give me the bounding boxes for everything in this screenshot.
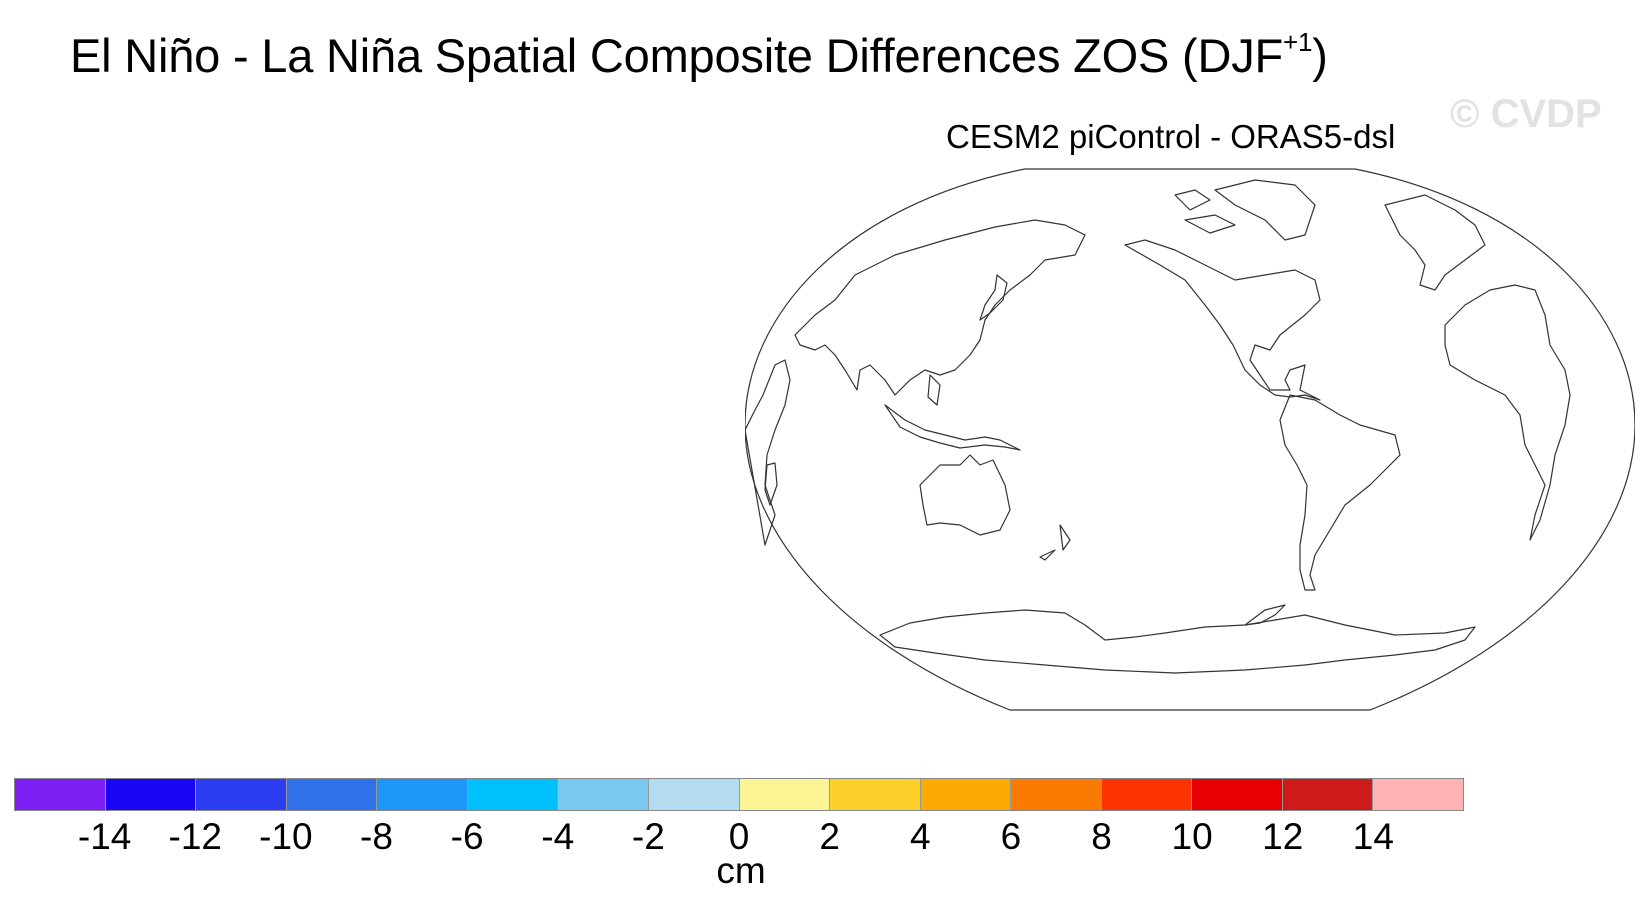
coast-asia bbox=[794, 219, 1086, 396]
colorbar-swatch bbox=[1282, 779, 1374, 810]
coast-japan bbox=[979, 274, 1008, 321]
colorbar-tick-label: -8 bbox=[360, 816, 393, 857]
cvdp-watermark: © CVDP bbox=[1450, 92, 1602, 136]
colorbar-swatch bbox=[558, 779, 649, 810]
coast-africa-west bbox=[1444, 284, 1571, 541]
coast-australia bbox=[919, 454, 1011, 536]
colorbar-tick-label: 6 bbox=[1000, 816, 1022, 857]
colorbar-swatch bbox=[1011, 779, 1102, 810]
coast-philippines bbox=[927, 374, 941, 406]
colorbar-tick-label: 8 bbox=[1091, 816, 1112, 857]
coast-arctic-islands bbox=[1174, 189, 1236, 234]
colorbar-tick-label: 10 bbox=[1171, 816, 1213, 857]
colorbar-tick-label: 14 bbox=[1352, 816, 1394, 857]
coast-south-america bbox=[1279, 394, 1401, 591]
colorbar-tick-label: 12 bbox=[1262, 816, 1304, 857]
coast-north-america bbox=[1124, 239, 1321, 401]
colorbar-tick-label: -4 bbox=[541, 816, 575, 857]
colorbar-swatch bbox=[1373, 779, 1463, 810]
coast-antarctica bbox=[879, 609, 1476, 674]
colorbar-tick-label: 2 bbox=[819, 816, 840, 857]
colorbar-tick-label: -2 bbox=[631, 816, 665, 857]
colorbar-swatch bbox=[15, 779, 106, 810]
colorbar-tick-label: -14 bbox=[77, 816, 132, 857]
colorbar-swatch bbox=[648, 779, 740, 810]
colorbar-swatch bbox=[286, 779, 378, 810]
colorbar-tick-label: -6 bbox=[450, 816, 484, 857]
colorbar-swatch bbox=[1101, 779, 1193, 810]
colorbar-swatch bbox=[377, 779, 468, 810]
colorbar bbox=[14, 778, 1464, 811]
colorbar-tick-label: 0 bbox=[728, 816, 750, 857]
colorbar-swatch bbox=[739, 779, 831, 810]
coast-africa-east bbox=[745, 359, 791, 546]
coast-indonesia bbox=[884, 404, 1021, 451]
coast-greenland bbox=[1214, 179, 1316, 241]
map-subtitle: CESM2 piControl - ORAS5-dsl bbox=[946, 118, 1396, 155]
colorbar-swatch bbox=[830, 779, 921, 810]
colorbar-units: cm bbox=[716, 850, 766, 891]
colorbar-swatch bbox=[105, 779, 197, 810]
world-map bbox=[745, 168, 1635, 711]
colorbar-swatch bbox=[196, 779, 287, 810]
colorbar-swatch bbox=[920, 779, 1012, 810]
coast-madagascar bbox=[764, 462, 778, 506]
colorbar-tick-label: -10 bbox=[259, 816, 313, 857]
coast-europe bbox=[1384, 194, 1486, 291]
colorbar-swatch bbox=[1192, 779, 1283, 810]
colorbar-tick-label: 4 bbox=[909, 816, 931, 857]
figure-title: El Niño - La Niña Spatial Composite Diff… bbox=[70, 27, 1328, 82]
coast-new-zealand bbox=[1039, 524, 1071, 561]
map-boundary bbox=[745, 168, 1635, 711]
colorbar-swatch bbox=[467, 779, 559, 810]
colorbar-tick-label: -12 bbox=[168, 816, 222, 857]
coast-antarctic-peninsula bbox=[1244, 604, 1286, 626]
